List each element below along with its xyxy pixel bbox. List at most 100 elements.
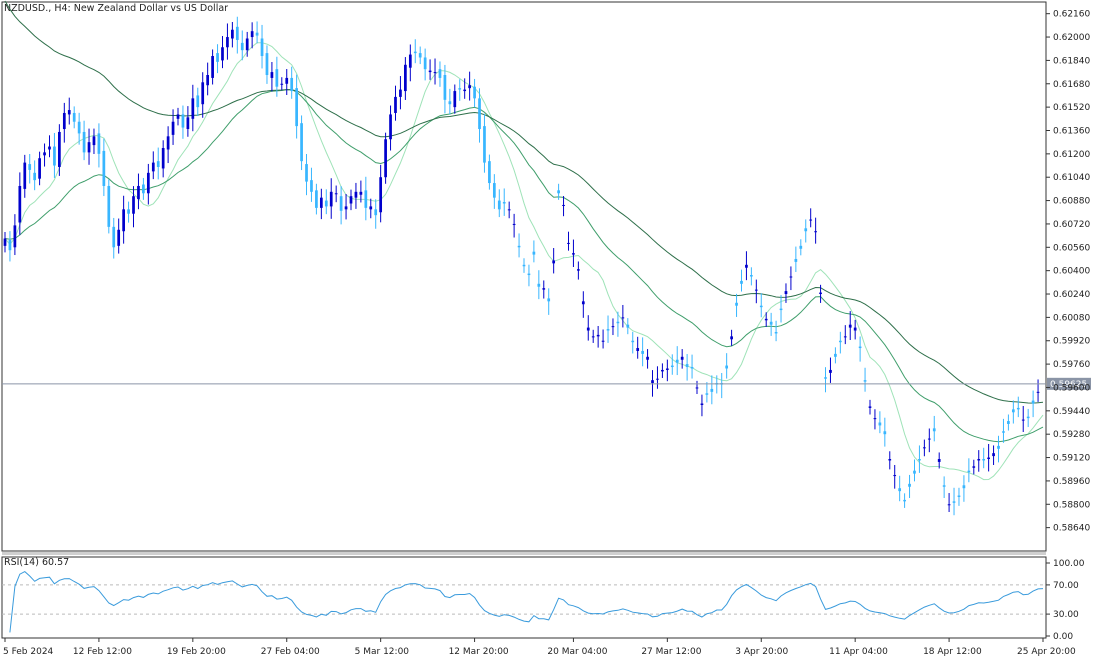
candle-body <box>142 184 145 194</box>
candle <box>893 464 897 489</box>
candle-body <box>359 191 363 195</box>
candle <box>942 476 946 498</box>
candle-body <box>982 459 986 461</box>
candle <box>725 353 729 379</box>
candle <box>497 189 501 218</box>
candle-body <box>616 321 620 324</box>
candle-body <box>868 406 872 408</box>
candle-body <box>843 336 847 338</box>
candle <box>67 97 71 125</box>
candle <box>903 493 906 508</box>
candle-body <box>759 305 763 308</box>
candle <box>468 71 471 101</box>
candle <box>997 435 1000 463</box>
candle <box>473 78 476 108</box>
candle <box>176 107 180 126</box>
candle-body <box>300 123 303 162</box>
candle <box>814 217 817 244</box>
candle <box>443 64 447 114</box>
time-tick-label: 20 Mar 04:00 <box>547 647 607 657</box>
candlesticks[interactable] <box>3 0 1043 516</box>
time-tick-label: 5 Mar 12:00 <box>355 647 410 657</box>
candle-body <box>581 301 585 305</box>
candle <box>404 57 407 100</box>
candle <box>62 102 66 143</box>
candle <box>418 46 422 65</box>
candle <box>641 337 644 367</box>
candle-body <box>156 161 160 167</box>
candle <box>853 319 857 340</box>
candle-body <box>804 228 808 232</box>
candle <box>913 459 916 482</box>
candle <box>947 493 951 513</box>
candle <box>794 246 798 272</box>
candle <box>458 79 462 101</box>
candle-body <box>631 340 635 343</box>
candle <box>606 315 610 343</box>
time-tick-label: 12 Feb 12:00 <box>73 647 132 657</box>
candle <box>868 399 872 415</box>
candle <box>389 105 392 151</box>
candle <box>137 173 140 210</box>
candle <box>280 77 284 91</box>
candle-body <box>43 152 46 156</box>
candle-body <box>3 238 7 246</box>
candle <box>423 48 427 81</box>
candle-body <box>517 245 521 248</box>
candle <box>918 445 921 473</box>
time-tick-label: 25 Apr 20:00 <box>1017 647 1076 657</box>
candle-body <box>319 197 323 208</box>
candle-body <box>408 54 412 68</box>
price-tick-label: 0.60720 <box>1053 220 1090 230</box>
candle-body <box>137 185 140 200</box>
candle-body <box>873 418 877 420</box>
candle-body <box>166 136 170 150</box>
candle-body <box>626 324 630 328</box>
candle-body <box>473 86 476 99</box>
candle-body <box>725 365 729 369</box>
candle <box>908 474 911 498</box>
candle <box>394 85 397 121</box>
candle <box>97 123 101 168</box>
candle <box>349 189 353 211</box>
candle <box>863 367 867 392</box>
candle-body <box>423 57 427 70</box>
price-tick-label: 0.62160 <box>1053 10 1090 20</box>
candle-body <box>285 77 289 84</box>
candle <box>705 382 709 403</box>
candle <box>982 447 986 469</box>
candle <box>324 189 328 215</box>
candle <box>166 126 170 164</box>
candle-body <box>62 112 66 130</box>
candle <box>181 105 185 139</box>
candle-body <box>992 453 995 457</box>
candle <box>329 178 333 219</box>
candle <box>315 183 318 215</box>
candle-body <box>102 150 106 186</box>
time-tick-label: 18 Apr 12:00 <box>923 647 982 657</box>
candle-body <box>512 223 516 225</box>
candle <box>670 354 674 375</box>
candle <box>547 288 551 315</box>
candle <box>226 23 229 60</box>
candle <box>567 231 570 251</box>
candle-body <box>339 196 343 211</box>
candle-body <box>231 29 234 39</box>
candle-body <box>310 180 313 192</box>
candle-body <box>596 334 600 337</box>
candle <box>87 128 91 165</box>
time-tick-label: 3 Apr 20:00 <box>735 647 788 657</box>
candle-body <box>838 340 842 343</box>
candle <box>221 36 224 69</box>
candle-body <box>72 112 76 122</box>
candle-body <box>53 146 56 166</box>
candle-body <box>947 504 951 506</box>
candle <box>898 475 902 502</box>
candle-body <box>38 158 41 179</box>
price-tick-label: 0.59440 <box>1053 407 1090 417</box>
candle <box>502 188 506 216</box>
candle <box>43 143 46 167</box>
candle-body <box>483 126 486 163</box>
candle <box>512 213 516 238</box>
